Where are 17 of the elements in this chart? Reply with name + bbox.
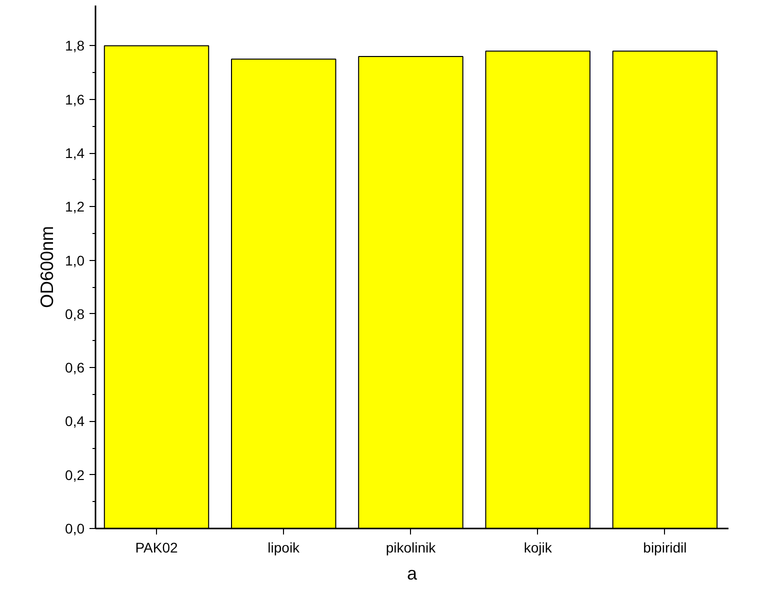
- y-tick-label: 1,2: [65, 198, 85, 215]
- x-tick-label: bipiridil: [643, 540, 687, 556]
- y-tick-label: 1,6: [65, 91, 85, 108]
- y-tick-label: 1,8: [65, 38, 85, 54]
- y-tick-label: 0,4: [65, 413, 85, 430]
- y-tick-label: 0,0: [65, 520, 85, 536]
- y-axis-title: OD600nm: [37, 226, 58, 308]
- x-tick-label: kojik: [524, 540, 553, 556]
- y-tick-label: 0,2: [65, 466, 85, 483]
- x-tick-label: lipoik: [268, 540, 301, 556]
- x-tick-label: pikolinik: [386, 540, 437, 556]
- x-tick-label: PAK02: [135, 540, 178, 556]
- y-tick-label: 1,4: [65, 145, 85, 162]
- y-tick-label: 0,8: [65, 306, 85, 322]
- x-axis-title: a: [406, 564, 418, 584]
- y-tick-label: 0,6: [65, 360, 85, 376]
- y-tick-label: 1,0: [65, 252, 85, 268]
